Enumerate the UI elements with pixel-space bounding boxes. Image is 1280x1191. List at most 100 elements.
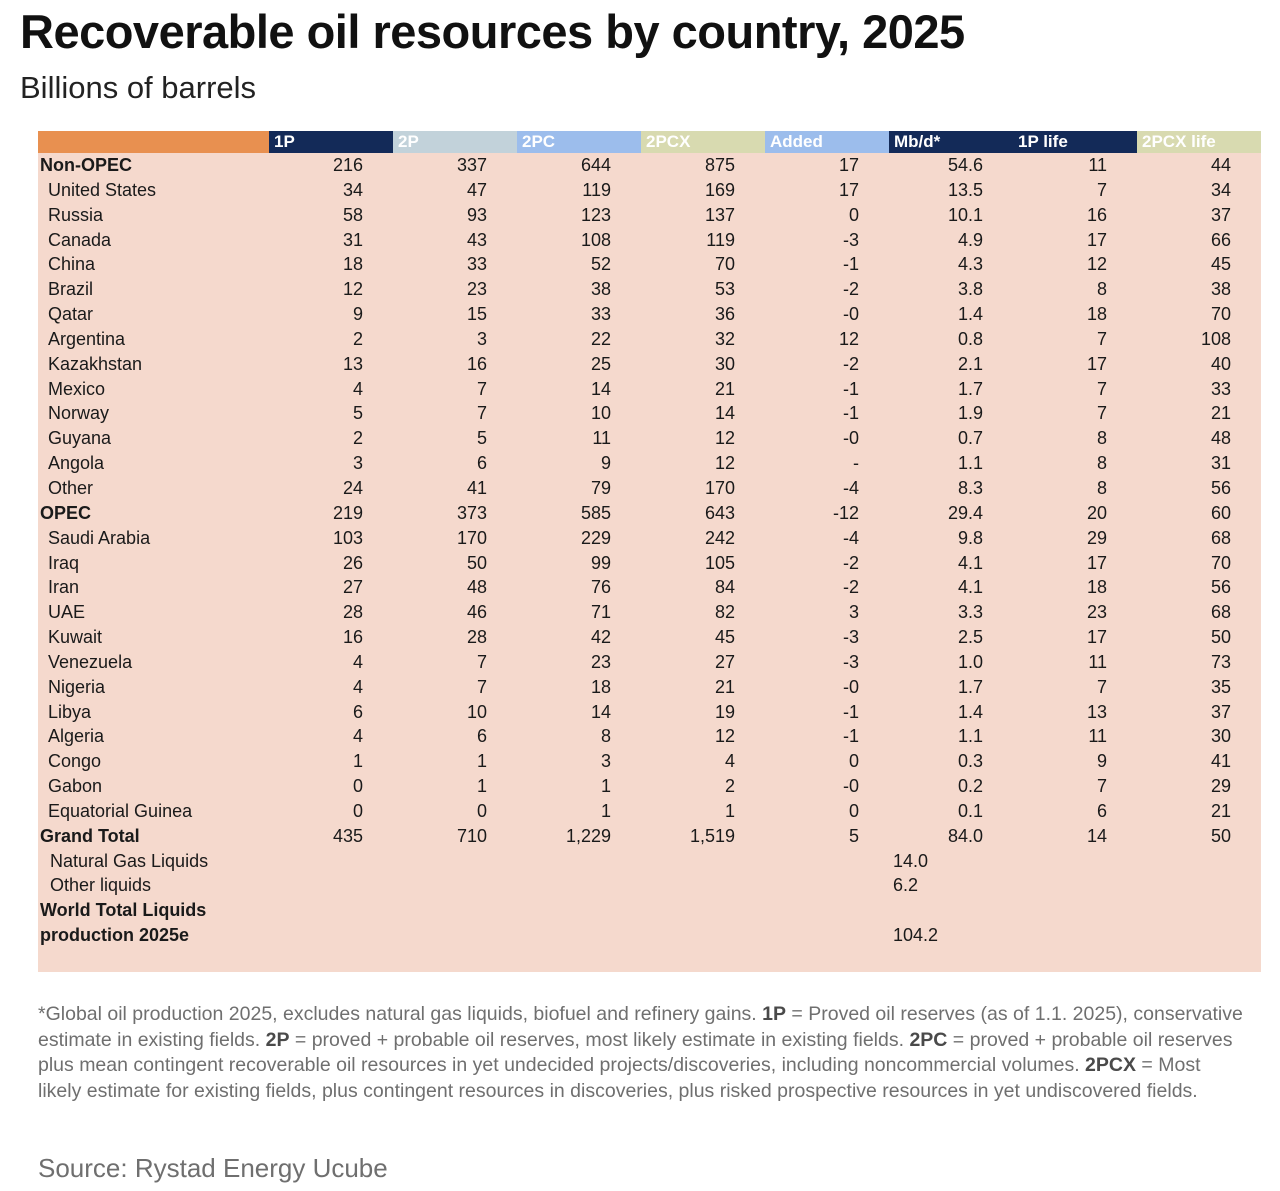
table-cell-empty xyxy=(517,898,641,948)
table-cell: 14 xyxy=(517,699,641,725)
table-cell: 644 xyxy=(517,153,641,178)
table-cell: 9 xyxy=(1013,749,1137,775)
table-cell: 1.7 xyxy=(889,376,1013,402)
table-cell: -2 xyxy=(765,550,889,576)
table-cell: -12 xyxy=(765,500,889,526)
table-cell: 22 xyxy=(517,326,641,352)
table-cell: 30 xyxy=(1137,724,1261,750)
table-cell: 1 xyxy=(641,798,765,824)
table-cell: 3 xyxy=(269,451,393,476)
table-cell: 45 xyxy=(1137,252,1261,278)
row-label: Gabon xyxy=(38,774,269,799)
row-label: Argentina xyxy=(38,326,269,352)
table-cell: 7 xyxy=(393,649,517,675)
table-cell: 16 xyxy=(269,625,393,650)
footnote-term-2pc: 2PC xyxy=(909,1028,948,1051)
table-cell: 2 xyxy=(269,426,393,452)
table-cell: 50 xyxy=(393,550,517,576)
table-cell: 6 xyxy=(269,699,393,725)
table-cell: 643 xyxy=(641,500,765,526)
table-cell: 17 xyxy=(1013,351,1137,377)
table-cell: 219 xyxy=(269,500,393,526)
table-cell: 119 xyxy=(517,177,641,203)
table-cell: 54.6 xyxy=(889,153,1013,178)
source-note: Source: Rystad Energy Ucube xyxy=(38,1153,388,1183)
row-label: Algeria xyxy=(38,724,269,750)
table-cell: 0 xyxy=(765,749,889,775)
table-cell-empty xyxy=(38,948,269,972)
table-cell: 0 xyxy=(269,798,393,824)
row-label: Kuwait xyxy=(38,625,269,650)
column-header-mb-d: Mb/d* xyxy=(889,131,1013,153)
table-cell: 17 xyxy=(1013,625,1137,650)
table-cell-empty xyxy=(393,898,517,948)
table-cell: 33 xyxy=(517,302,641,327)
table-cell: 2 xyxy=(269,326,393,352)
row-label: Equatorial Guinea xyxy=(38,798,269,824)
table-cell: 337 xyxy=(393,153,517,178)
table-cell: 53 xyxy=(641,277,765,303)
table-cell-empty xyxy=(1137,898,1261,948)
column-header-1p: 1P xyxy=(269,131,393,153)
table-cell: 84.0 xyxy=(889,823,1013,849)
table-cell: 58 xyxy=(269,202,393,228)
column-header-2pc: 2PC xyxy=(517,131,641,153)
table-cell: -1 xyxy=(765,376,889,402)
table-cell: 12 xyxy=(765,326,889,352)
table-cell: 4 xyxy=(269,649,393,675)
table-cell: 16 xyxy=(393,351,517,377)
row-label: Nigeria xyxy=(38,674,269,700)
table-cell: -1 xyxy=(765,699,889,725)
table-cell: 46 xyxy=(393,600,517,626)
table-cell: 76 xyxy=(517,575,641,601)
table-cell: -1 xyxy=(765,252,889,278)
table-cell: 10 xyxy=(517,401,641,427)
table-cell: 36 xyxy=(641,302,765,327)
table-cell-empty xyxy=(393,948,517,972)
table-cell: 5 xyxy=(269,401,393,427)
table-cell: -4 xyxy=(765,525,889,551)
table-cell: 585 xyxy=(517,500,641,526)
table-cell: 7 xyxy=(1013,326,1137,352)
table-cell: 0 xyxy=(269,774,393,799)
table-cell: 1,229 xyxy=(517,823,641,849)
table-cell-empty xyxy=(269,848,393,874)
table-cell: 42 xyxy=(517,625,641,650)
table-cell: 11 xyxy=(517,426,641,452)
table-cell: 105 xyxy=(641,550,765,576)
table-cell-empty xyxy=(269,873,393,899)
table-cell: 170 xyxy=(641,475,765,501)
table-cell: 84 xyxy=(641,575,765,601)
table-cell: 710 xyxy=(393,823,517,849)
table-cell: 35 xyxy=(1137,674,1261,700)
table-cell: -2 xyxy=(765,277,889,303)
table-cell: 0 xyxy=(765,202,889,228)
table-cell: 4.1 xyxy=(889,575,1013,601)
table-cell: 7 xyxy=(393,401,517,427)
row-label: OPEC xyxy=(38,500,269,526)
table-cell: -3 xyxy=(765,625,889,650)
table-cell: 44 xyxy=(1137,153,1261,178)
row-label: Angola xyxy=(38,451,269,476)
table-cell: 2 xyxy=(641,774,765,799)
table-cell: 11 xyxy=(1013,649,1137,675)
table-cell: 6 xyxy=(393,724,517,750)
table-cell: -0 xyxy=(765,302,889,327)
table-cell: 4.3 xyxy=(889,252,1013,278)
table-cell: 1 xyxy=(269,749,393,775)
table-cell-empty xyxy=(517,873,641,899)
column-header-2pcx: 2PCX xyxy=(641,131,765,153)
chart-subtitle: Billions of barrels xyxy=(20,70,257,105)
table-cell: 3.8 xyxy=(889,277,1013,303)
table-cell: 13 xyxy=(269,351,393,377)
table-cell: 8 xyxy=(517,724,641,750)
table-cell: 43 xyxy=(393,227,517,253)
table-cell: 25 xyxy=(517,351,641,377)
table-cell-empty xyxy=(1137,848,1261,874)
footnote: *Global oil production 2025, excludes na… xyxy=(38,1002,1248,1104)
table-cell: 70 xyxy=(1137,302,1261,327)
table-cell: 7 xyxy=(1013,376,1137,402)
table-cell: -3 xyxy=(765,227,889,253)
table-cell: 7 xyxy=(393,674,517,700)
table-cell: 0 xyxy=(393,798,517,824)
